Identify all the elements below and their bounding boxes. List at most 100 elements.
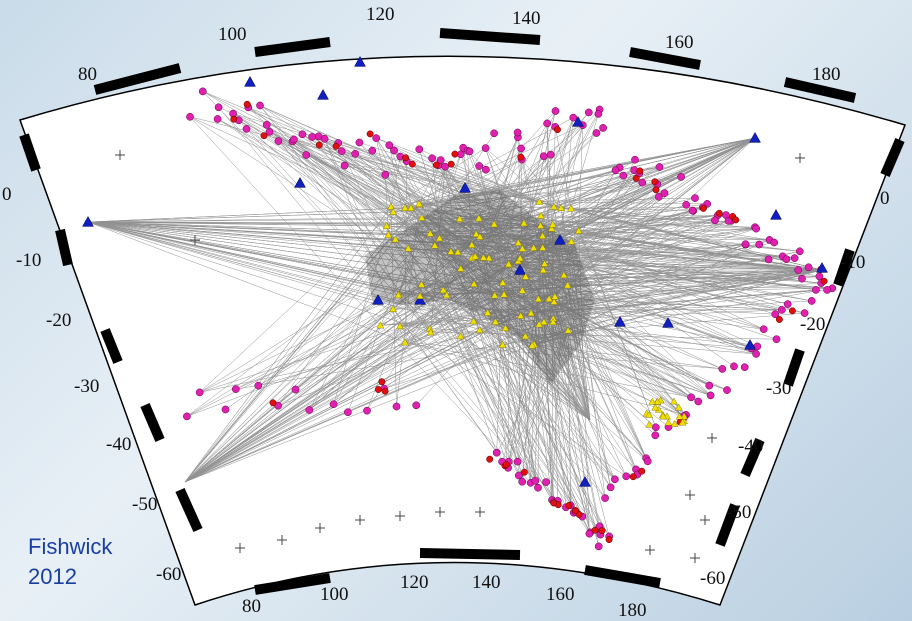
ray-path bbox=[202, 91, 460, 220]
magenta-event-marker bbox=[441, 162, 449, 171]
magenta-event-marker bbox=[631, 155, 639, 164]
yellow-station-marker bbox=[659, 412, 668, 420]
ray-path bbox=[184, 224, 495, 483]
magenta-event-marker bbox=[256, 101, 264, 110]
ray-path bbox=[553, 301, 591, 421]
ray-path bbox=[483, 257, 692, 398]
yellow-station-marker bbox=[645, 420, 654, 428]
magenta-event-marker bbox=[772, 335, 781, 344]
magenta-event-marker bbox=[643, 457, 652, 466]
magenta-event-marker bbox=[752, 224, 761, 233]
ray-path bbox=[542, 137, 756, 237]
magenta-event-marker bbox=[677, 173, 685, 181]
lat-tick-right-50: -50 bbox=[726, 502, 751, 523]
yellow-station-marker bbox=[479, 253, 488, 261]
magenta-event-marker bbox=[706, 391, 715, 400]
yellow-station-marker bbox=[407, 204, 415, 211]
ray-path bbox=[218, 107, 401, 327]
ray-path bbox=[462, 147, 476, 257]
magenta-event-marker bbox=[539, 152, 548, 161]
yellow-station-marker bbox=[417, 280, 426, 288]
ray-path bbox=[495, 321, 610, 537]
ray-path bbox=[278, 140, 545, 323]
yellow-station-marker bbox=[520, 219, 528, 227]
ray-path bbox=[184, 207, 412, 483]
ray-path bbox=[184, 230, 579, 483]
yellow-station-marker bbox=[391, 235, 400, 243]
magenta-event-marker bbox=[794, 266, 803, 274]
ray-path bbox=[548, 298, 606, 499]
magenta-events bbox=[183, 87, 837, 551]
ray-path bbox=[563, 274, 687, 416]
magenta-event-marker bbox=[231, 385, 240, 393]
ray-path bbox=[444, 166, 460, 219]
blue-station-marker bbox=[354, 55, 366, 67]
ray-path bbox=[184, 282, 503, 483]
ray-path bbox=[475, 256, 710, 386]
ray-path bbox=[277, 247, 534, 406]
magenta-event-marker bbox=[823, 286, 831, 294]
ray-path bbox=[419, 137, 756, 297]
magenta-event-marker bbox=[723, 386, 731, 394]
blue-station-marker bbox=[372, 293, 384, 305]
ray-path bbox=[232, 113, 569, 331]
ray-path bbox=[184, 335, 526, 483]
ray-path bbox=[184, 239, 396, 483]
ray-path bbox=[473, 283, 571, 506]
blue-station-marker bbox=[514, 263, 526, 275]
ray-path bbox=[554, 296, 591, 421]
magenta-event-marker bbox=[687, 393, 695, 402]
ray-path bbox=[408, 248, 823, 271]
ray-path bbox=[184, 260, 519, 483]
red-event-marker bbox=[605, 536, 613, 544]
ray-path bbox=[184, 224, 553, 483]
yellow-station-marker bbox=[396, 322, 404, 330]
ray-path bbox=[396, 203, 420, 407]
yellow-station-marker bbox=[540, 318, 548, 325]
yellow-station-marker bbox=[516, 254, 524, 262]
ray-path bbox=[542, 269, 591, 533]
ray-path bbox=[395, 239, 757, 355]
magenta-event-marker bbox=[812, 286, 820, 294]
yellow-station-marker bbox=[675, 412, 684, 420]
yellow-station-marker bbox=[564, 326, 572, 334]
lat-tick-right-40: -40 bbox=[738, 436, 763, 457]
ray-path bbox=[184, 225, 387, 483]
ray-path bbox=[542, 235, 648, 462]
magenta-event-marker bbox=[214, 103, 223, 112]
ray-path bbox=[87, 221, 552, 229]
ray-path bbox=[218, 107, 479, 219]
ray-path bbox=[393, 211, 591, 421]
magenta-event-marker bbox=[513, 128, 522, 137]
ray-path bbox=[540, 225, 823, 271]
magenta-event-marker bbox=[183, 412, 191, 421]
yellow-station-marker bbox=[574, 226, 583, 234]
ray-path bbox=[532, 257, 795, 346]
ray-path bbox=[487, 312, 616, 480]
ray-path bbox=[473, 283, 833, 289]
ray-path bbox=[429, 233, 509, 468]
ray-path bbox=[523, 223, 699, 402]
ray-path bbox=[429, 328, 616, 480]
ray-path bbox=[184, 233, 431, 483]
ray-path bbox=[399, 289, 816, 327]
lat-tick-left-60: -60 bbox=[156, 564, 181, 585]
ray-path bbox=[398, 126, 556, 296]
red-event-marker bbox=[629, 473, 637, 481]
yellow-station-marker bbox=[426, 229, 435, 237]
red-event-marker bbox=[554, 126, 561, 134]
magenta-event-marker bbox=[546, 150, 555, 159]
ray-path bbox=[87, 221, 444, 291]
magenta-event-marker bbox=[534, 483, 542, 492]
yellow-station-marker bbox=[545, 294, 553, 302]
magenta-event-marker bbox=[481, 144, 490, 152]
magenta-event-marker bbox=[390, 146, 398, 155]
yellow-station-marker bbox=[500, 290, 508, 298]
ray-path bbox=[87, 211, 394, 223]
ray-path bbox=[553, 318, 627, 477]
ray-path bbox=[186, 233, 431, 417]
red-event-marker bbox=[315, 141, 323, 149]
yellow-station-marker bbox=[547, 224, 556, 232]
magenta-event-marker bbox=[363, 406, 371, 415]
ray-path bbox=[530, 313, 591, 533]
